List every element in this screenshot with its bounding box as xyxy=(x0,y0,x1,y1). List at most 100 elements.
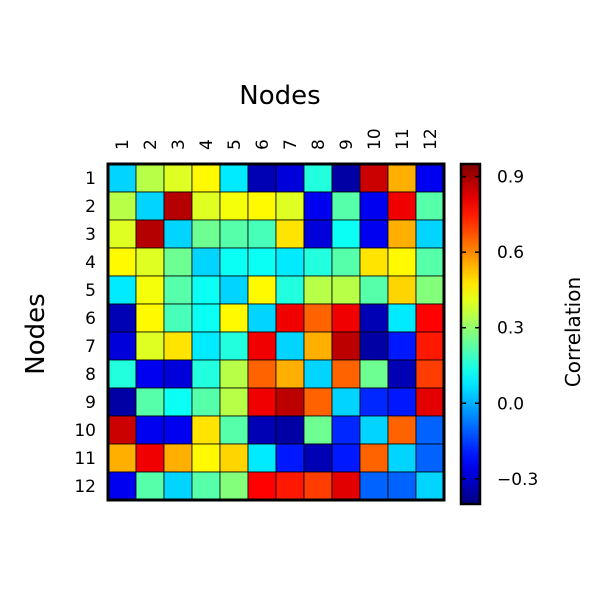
heatmap-cell-r5-c3 xyxy=(163,275,193,305)
heatmap-cell-r11-c4 xyxy=(191,443,221,473)
heatmap-cell-r12-c1 xyxy=(107,471,137,501)
heatmap-cell-r8-c8 xyxy=(303,359,333,389)
y-axis-title: Nodes xyxy=(21,293,51,374)
heatmap-cell-r6-c9 xyxy=(331,303,361,333)
heatmap-cell-r1-c7 xyxy=(275,163,305,193)
heatmap-cell-r10-c5 xyxy=(219,415,249,445)
heatmap-cells xyxy=(107,163,445,501)
x-tick-label: 11 xyxy=(393,128,413,150)
heatmap-cell-r8-c11 xyxy=(387,359,417,389)
heatmap-cell-r6-c5 xyxy=(219,303,249,333)
heatmap-cell-r3-c9 xyxy=(331,219,361,249)
colorbar-tick-label: 0.9 xyxy=(497,168,524,188)
heatmap-cell-r2-c1 xyxy=(107,191,137,221)
heatmap-cell-r4-c4 xyxy=(191,247,221,277)
heatmap-cell-r6-c4 xyxy=(191,303,221,333)
colorbar-tick-label: 0.0 xyxy=(497,394,524,414)
heatmap-cell-r1-c10 xyxy=(359,163,389,193)
heatmap-cell-r3-c12 xyxy=(415,219,445,249)
y-tick-label: 8 xyxy=(85,365,96,385)
heatmap-cell-r9-c9 xyxy=(331,387,361,417)
heatmap-cell-r4-c2 xyxy=(135,247,165,277)
heatmap-cell-r10-c12 xyxy=(415,415,445,445)
heatmap-cell-r5-c4 xyxy=(191,275,221,305)
heatmap-cell-r2-c9 xyxy=(331,191,361,221)
heatmap-cell-r7-c12 xyxy=(415,331,445,361)
heatmap-cell-r3-c3 xyxy=(163,219,193,249)
x-tick-label: 8 xyxy=(309,139,329,150)
heatmap-cell-r2-c12 xyxy=(415,191,445,221)
heatmap-cell-r5-c9 xyxy=(331,275,361,305)
heatmap-cell-r2-c8 xyxy=(303,191,333,221)
x-tick-label: 5 xyxy=(225,139,245,150)
heatmap-cell-r10-c4 xyxy=(191,415,221,445)
heatmap-cell-r11-c7 xyxy=(275,443,305,473)
heatmap-cell-r10-c7 xyxy=(275,415,305,445)
heatmap-cell-r9-c11 xyxy=(387,387,417,417)
heatmap-cell-r8-c6 xyxy=(247,359,277,389)
heatmap-cell-r8-c10 xyxy=(359,359,389,389)
heatmap-cell-r12-c6 xyxy=(247,471,277,501)
heatmap-cell-r5-c11 xyxy=(387,275,417,305)
colorbar-title: Correlation xyxy=(561,277,585,387)
y-tick-label: 11 xyxy=(74,449,96,469)
heatmap-cell-r11-c12 xyxy=(415,443,445,473)
heatmap-cell-r3-c5 xyxy=(219,219,249,249)
heatmap-cell-r11-c11 xyxy=(387,443,417,473)
heatmap-cell-r6-c10 xyxy=(359,303,389,333)
heatmap-cell-r12-c11 xyxy=(387,471,417,501)
heatmap-cell-r6-c8 xyxy=(303,303,333,333)
heatmap-cell-r11-c10 xyxy=(359,443,389,473)
heatmap-cell-r5-c2 xyxy=(135,275,165,305)
heatmap-cell-r11-c3 xyxy=(163,443,193,473)
colorbar-tick-label: −0.3 xyxy=(497,470,538,490)
colorbar-tick-label: 0.3 xyxy=(497,319,524,339)
heatmap-cell-r2-c11 xyxy=(387,191,417,221)
heatmap-cell-r5-c1 xyxy=(107,275,137,305)
heatmap-cell-r3-c4 xyxy=(191,219,221,249)
heatmap-cell-r5-c6 xyxy=(247,275,277,305)
heatmap-cell-r9-c3 xyxy=(163,387,193,417)
colorbar-border xyxy=(459,162,482,506)
x-tick-label: 9 xyxy=(337,139,357,150)
heatmap-cell-r9-c8 xyxy=(303,387,333,417)
heatmap-cell-r6-c7 xyxy=(275,303,305,333)
heatmap-cell-r4-c10 xyxy=(359,247,389,277)
heatmap-cell-r2-c3 xyxy=(163,191,193,221)
heatmap-cell-r12-c7 xyxy=(275,471,305,501)
heatmap-cell-r7-c2 xyxy=(135,331,165,361)
x-tick-label: 4 xyxy=(197,139,217,150)
heatmap-cell-r1-c6 xyxy=(247,163,277,193)
heatmap-cell-r5-c5 xyxy=(219,275,249,305)
heatmap-cell-r5-c12 xyxy=(415,275,445,305)
heatmap-cell-r5-c7 xyxy=(275,275,305,305)
heatmap-cell-r2-c6 xyxy=(247,191,277,221)
x-tick-label: 12 xyxy=(421,128,441,150)
heatmap-cell-r4-c7 xyxy=(275,247,305,277)
heatmap-cell-r8-c7 xyxy=(275,359,305,389)
heatmap-cell-r7-c11 xyxy=(387,331,417,361)
y-tick-label: 3 xyxy=(85,225,96,245)
heatmap-cell-r2-c5 xyxy=(219,191,249,221)
heatmap-cell-r8-c12 xyxy=(415,359,445,389)
x-tick-label: 7 xyxy=(281,139,301,150)
heatmap-cell-r3-c10 xyxy=(359,219,389,249)
heatmap-cell-r9-c5 xyxy=(219,387,249,417)
y-tick-label: 6 xyxy=(85,309,96,329)
heatmap-cell-r1-c1 xyxy=(107,163,137,193)
heatmap-cell-r12-c4 xyxy=(191,471,221,501)
heatmap-cell-r1-c2 xyxy=(135,163,165,193)
heatmap-cell-r2-c7 xyxy=(275,191,305,221)
heatmap-cell-r5-c10 xyxy=(359,275,389,305)
y-tick-label: 5 xyxy=(85,281,96,301)
heatmap-cell-r10-c2 xyxy=(135,415,165,445)
heatmap-cell-r4-c1 xyxy=(107,247,137,277)
heatmap-cell-r4-c5 xyxy=(219,247,249,277)
heatmap-cell-r4-c11 xyxy=(387,247,417,277)
heatmap-cell-r6-c1 xyxy=(107,303,137,333)
heatmap-cell-r3-c1 xyxy=(107,219,137,249)
heatmap-cell-r12-c8 xyxy=(303,471,333,501)
y-tick-label: 4 xyxy=(85,253,96,273)
heatmap-cell-r11-c8 xyxy=(303,443,333,473)
